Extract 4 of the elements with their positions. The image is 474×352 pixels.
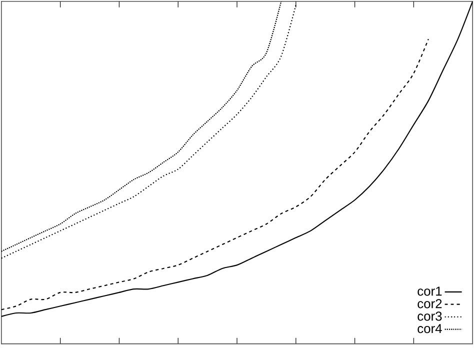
legend-label: cor3: [418, 312, 442, 321]
legend-label: cor4: [418, 324, 442, 334]
legend-label: cor1: [418, 286, 442, 296]
legend-label: cor2: [418, 299, 442, 308]
